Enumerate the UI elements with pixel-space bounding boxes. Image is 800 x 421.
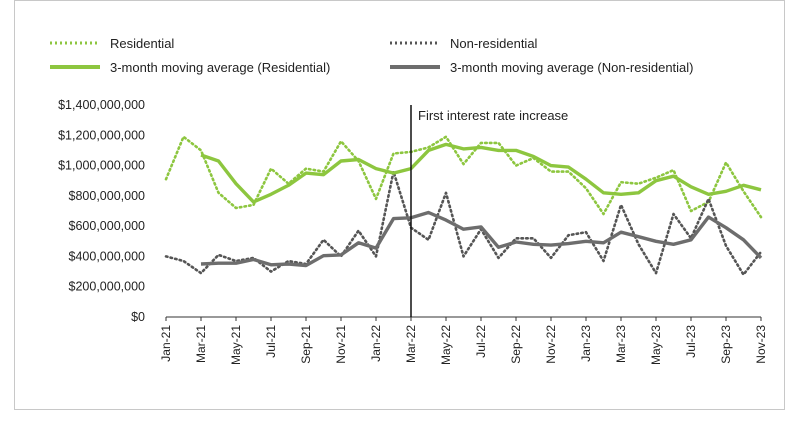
x-tick-label: Jul-21 xyxy=(264,325,278,358)
x-tick-label: Sep-23 xyxy=(719,325,733,364)
x-tick-label: Jul-23 xyxy=(684,325,698,358)
x-tick-label: Jan-22 xyxy=(369,325,383,362)
y-tick-label: $800,000,000 xyxy=(69,189,146,203)
x-tick-label: May-22 xyxy=(439,325,453,365)
line-chart: Residential Non-residential 3-month moving… xyxy=(50,36,768,365)
legend-label-3: 3-month moving average (Residential) xyxy=(110,60,330,75)
y-tick-label: $1,400,000,000 xyxy=(58,98,145,112)
series-line-3 xyxy=(200,142,762,204)
x-tick-label: Jul-22 xyxy=(474,325,488,358)
x-tick-label: Nov-22 xyxy=(544,325,558,364)
x-tick-label: Sep-22 xyxy=(509,325,523,364)
x-tick-label: Mar-21 xyxy=(194,325,208,363)
y-tick-label: $1,200,000,000 xyxy=(58,128,145,142)
y-tick-label: $600,000,000 xyxy=(69,219,146,233)
annotation-label: First interest rate increase xyxy=(418,108,568,123)
y-tick-label: $1,000,000,000 xyxy=(58,159,145,173)
y-tick-label: $0 xyxy=(131,310,145,324)
y-axis: $0 $200,000,000 $400,000,000 $600,000,000 $8… xyxy=(58,98,145,324)
y-tick-label: $200,000,000 xyxy=(69,280,146,294)
series-line-1 xyxy=(164,135,763,219)
legend-label-4: 3-month moving average (Non-residential) xyxy=(450,60,694,75)
plot-area xyxy=(164,135,763,276)
x-tick-label: Mar-23 xyxy=(614,325,628,363)
x-tick-label: Jan-21 xyxy=(159,325,173,362)
legend-label-1: Residential xyxy=(110,36,174,51)
x-tick-label: Nov-21 xyxy=(334,325,348,364)
x-tick-label: Nov-23 xyxy=(754,325,768,364)
annotation: First interest rate increase xyxy=(410,105,568,317)
x-tick-label: May-21 xyxy=(229,325,243,365)
series-line-2 xyxy=(164,170,763,276)
legend: Residential Non-residential 3-month moving… xyxy=(50,36,694,75)
legend-label-2: Non-residential xyxy=(450,36,538,51)
x-tick-label: Mar-22 xyxy=(404,325,418,363)
chart-frame: Residential Non-residential 3-month moving… xyxy=(14,0,785,410)
y-tick-label: $400,000,000 xyxy=(69,249,146,263)
x-tick-label: Sep-21 xyxy=(299,325,313,364)
x-axis: Jan-21 Mar-21 May-21 Jul-21 Sep-21 Nov-21 Jan-… xyxy=(159,316,768,365)
x-tick-label: Jan-23 xyxy=(579,325,593,362)
series-line-4 xyxy=(200,210,763,268)
x-tick-label: May-23 xyxy=(649,325,663,365)
